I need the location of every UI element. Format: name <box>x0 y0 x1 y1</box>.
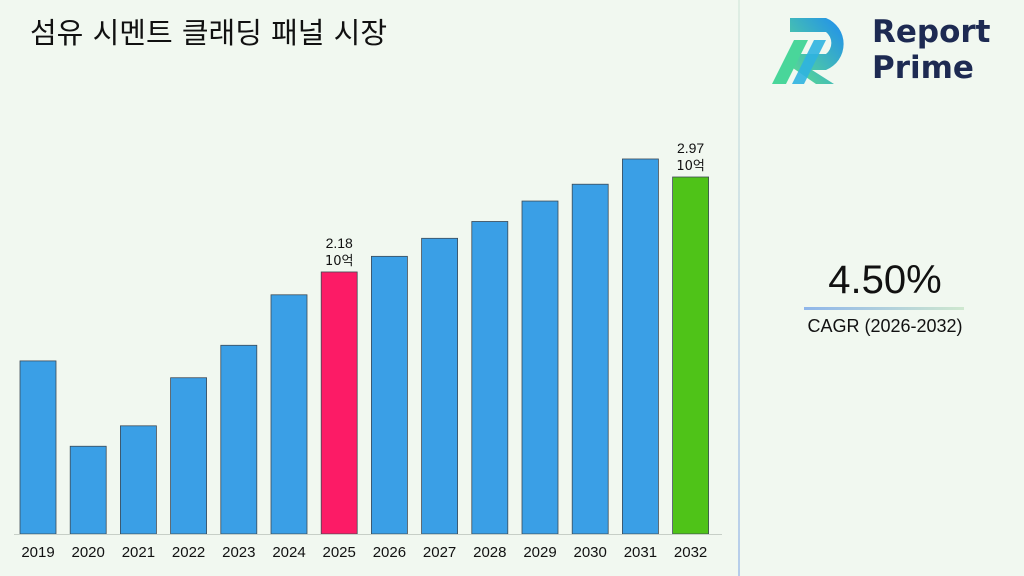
x-tick-label-2019: 2019 <box>21 544 54 561</box>
x-tick-label-2031: 2031 <box>624 544 657 561</box>
cagr-underline <box>804 307 964 310</box>
x-tick-label-2026: 2026 <box>373 544 406 561</box>
logo-line-2: Prime <box>872 50 974 86</box>
bar-2019 <box>19 360 57 535</box>
x-tick-label-2023: 2023 <box>222 544 255 561</box>
x-tick-label-2020: 2020 <box>72 544 105 561</box>
x-tick-label-2032: 2032 <box>674 544 707 561</box>
data-label-value-2032: 2.97 <box>677 140 704 156</box>
logo-line-1: Report <box>872 14 991 50</box>
bar-2022 <box>170 377 208 535</box>
cagr-value: 4.50% <box>828 258 942 302</box>
panel-divider <box>738 0 740 576</box>
bar-2024 <box>270 294 308 535</box>
bar-2021 <box>120 425 157 535</box>
data-label-unit-2025: 10억 <box>325 254 354 269</box>
bar-2032 <box>672 176 709 535</box>
bar-chart: 2019 2020 2021 2022 2023 2024 2025 2026 2027 2028… <box>14 140 722 561</box>
logo-text: Report Prime <box>872 14 991 86</box>
x-tick-label-2024: 2024 <box>272 544 305 561</box>
x-tick-label-2030: 2030 <box>574 544 607 561</box>
bar-2029 <box>521 200 559 535</box>
data-label-value-2025: 2.18 <box>326 235 353 251</box>
data-label-unit-2032: 10억 <box>676 159 705 174</box>
bar-2023 <box>220 344 258 535</box>
bar-2020 <box>69 445 107 535</box>
bar-2026 <box>370 255 408 535</box>
report-prime-logo-icon <box>772 18 844 84</box>
chart-title: 섬유 시멘트 클래딩 패널 시장 <box>30 16 388 50</box>
bar-2031 <box>622 158 659 535</box>
cagr-label: CAGR (2026-2032) <box>807 316 963 336</box>
bar-2028 <box>471 221 509 535</box>
x-tick-label-2022: 2022 <box>172 544 205 561</box>
x-tick-label-2021: 2021 <box>122 544 155 561</box>
x-tick-label-2028: 2028 <box>473 544 506 561</box>
x-tick-label-2027: 2027 <box>423 544 456 561</box>
x-tick-label-2029: 2029 <box>523 544 556 561</box>
x-tick-label-2025: 2025 <box>323 544 356 561</box>
bar-2025 <box>320 271 358 535</box>
bar-2030 <box>571 183 609 535</box>
bar-2027 <box>421 237 459 535</box>
